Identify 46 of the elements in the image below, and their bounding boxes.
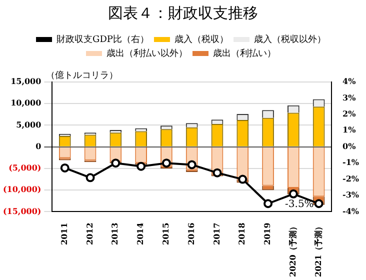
- annotation: -3.5%: [285, 199, 314, 210]
- x-tick-label: 2019: [262, 222, 272, 245]
- x-tick-label: 2013: [110, 222, 120, 245]
- legend-label: 財政収支GDP比（右）: [56, 34, 149, 45]
- y2-tick-label: 1%: [342, 124, 356, 135]
- point: [238, 174, 248, 184]
- point: [111, 158, 120, 168]
- x-tick-label: 2011: [58, 222, 69, 245]
- point: [314, 199, 324, 208]
- x-tick-label: 2018: [236, 222, 247, 245]
- legend-label: 歳出（利払い以外）: [106, 48, 188, 59]
- y-tick-label: 15,000: [10, 76, 42, 86]
- y2-tick-label: 4%: [342, 76, 356, 86]
- y2-tick-label: 3%: [342, 92, 356, 102]
- point: [212, 168, 222, 178]
- x-tick-label: 2020（予測）: [288, 222, 298, 277]
- y2-tick-label: 2%: [342, 108, 356, 119]
- y-tick-label: 0: [36, 140, 42, 151]
- y-tick-label: (15,000): [3, 206, 42, 216]
- y2-tick-label: -4%: [342, 206, 360, 216]
- x-tick-label: 2014: [135, 222, 146, 245]
- y-tick-label: (10,000): [3, 184, 42, 194]
- point: [60, 163, 70, 172]
- x-tick-label: 2017: [211, 222, 222, 245]
- y-tick-label: (5,000): [8, 162, 42, 173]
- point: [86, 173, 95, 182]
- y-axis-title: （億トルコリラ）: [46, 70, 118, 82]
- point: [288, 189, 298, 198]
- y2-tick-label: -1%: [342, 157, 360, 168]
- point: [187, 160, 196, 170]
- point: [264, 199, 273, 208]
- chart-title: 図表４：財政収支推移: [107, 4, 259, 23]
- y2-tick-label: -2%: [342, 173, 360, 184]
- legend-label: 歳入（税収以外）: [254, 34, 326, 45]
- y2-tick-label: -3%: [342, 190, 360, 200]
- x-tick-label: 2021（予測）: [312, 222, 323, 277]
- point: [162, 158, 171, 168]
- y-tick-label: 10,000: [10, 98, 42, 108]
- y-tick-label: 5,000: [16, 119, 42, 130]
- legend-label: 歳入（税収）: [174, 34, 228, 45]
- x-tick-label: 2012: [84, 222, 94, 245]
- point: [136, 162, 146, 171]
- y2-tick-label: 0%: [342, 140, 356, 151]
- legend-label: 歳出（利払い）: [213, 48, 276, 59]
- x-tick-label: 2015: [160, 222, 171, 245]
- x-tick-label: 2016: [186, 222, 196, 245]
